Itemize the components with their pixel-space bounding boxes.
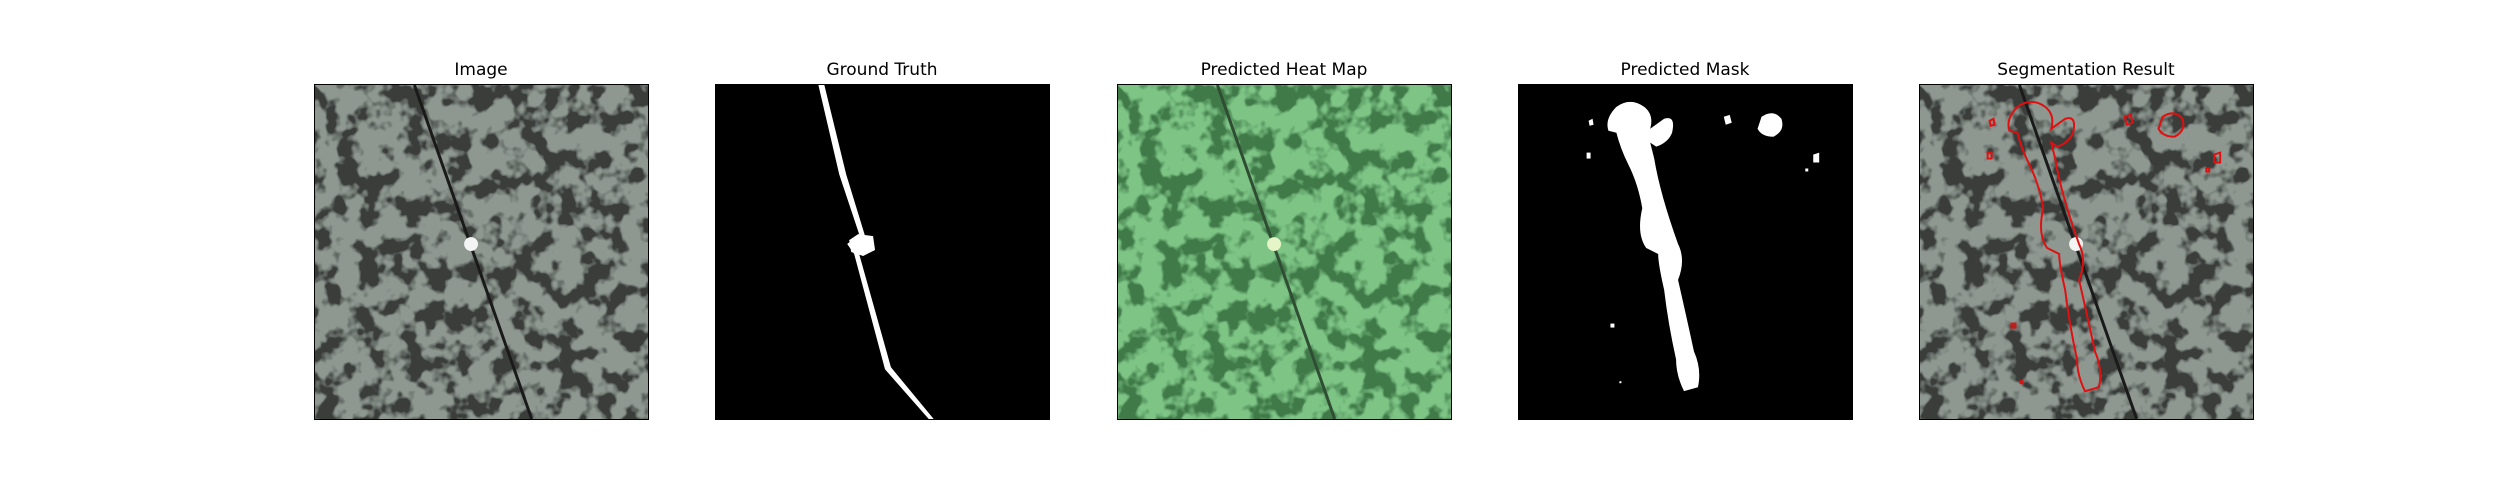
- contour-blob-small-5: [2010, 322, 2017, 329]
- ground-truth-blob: [849, 234, 876, 256]
- panel-title-image: Image: [454, 60, 508, 80]
- panel-segmentation-result: [1919, 84, 2254, 420]
- contour-blob-small-2: [1988, 117, 1996, 127]
- predicted-mask-image: [1519, 85, 1852, 419]
- contour-blob-small-4: [1986, 151, 1993, 160]
- panel-title-predicted-mask: Predicted Mask: [1620, 60, 1750, 80]
- predicted-blob-small-1: [1723, 114, 1732, 125]
- texture-surface: [315, 85, 648, 419]
- segmentation-result-image: [1920, 85, 2253, 419]
- segmentation-contours: [1986, 100, 2222, 393]
- panel-ground-truth: [715, 84, 1050, 420]
- predicted-main-region: [1607, 101, 1700, 392]
- predicted-blob-small-4: [1586, 152, 1591, 159]
- predicted-blob-small-3: [1813, 152, 1820, 163]
- contour-blob-small-1: [2123, 113, 2134, 127]
- panel-image: [314, 84, 649, 420]
- heat-bright-spot: [1267, 237, 1282, 252]
- panel-title-ground-truth: Ground Truth: [826, 60, 938, 80]
- panel-title-heat-map: Predicted Heat Map: [1200, 60, 1368, 80]
- contour-blob-small-7: [2019, 380, 2024, 385]
- panel-title-segmentation-result: Segmentation Result: [1997, 60, 2175, 80]
- heat-surface: [1118, 85, 1451, 419]
- predicted-blob-small-2: [1588, 118, 1594, 126]
- dark-line: [412, 85, 534, 419]
- predicted-blob-small-7: [1619, 381, 1622, 384]
- texture-image: [315, 85, 648, 419]
- panel-heat-map: [1117, 84, 1452, 420]
- ground-truth-mask: [716, 85, 1049, 419]
- predicted-blob-small-5: [1610, 323, 1615, 328]
- heat-map-image: [1118, 85, 1451, 419]
- segmentation-surface: [1920, 85, 2253, 419]
- contour-blob-small-6: [2205, 167, 2211, 173]
- contour-blob-right: [2157, 112, 2185, 138]
- segmentation-dark-line: [2017, 85, 2139, 419]
- ground-truth-line: [818, 85, 934, 419]
- panel-predicted-mask: [1518, 84, 1853, 420]
- heat-dark-line: [1215, 85, 1337, 419]
- contour-main-region: [2007, 100, 2102, 393]
- contour-blob-small-3: [2213, 151, 2222, 164]
- predicted-blob-right: [1757, 113, 1783, 137]
- predicted-blob-small-6: [1805, 168, 1809, 172]
- mask-background: [716, 85, 1049, 419]
- bright-spot: [464, 237, 479, 252]
